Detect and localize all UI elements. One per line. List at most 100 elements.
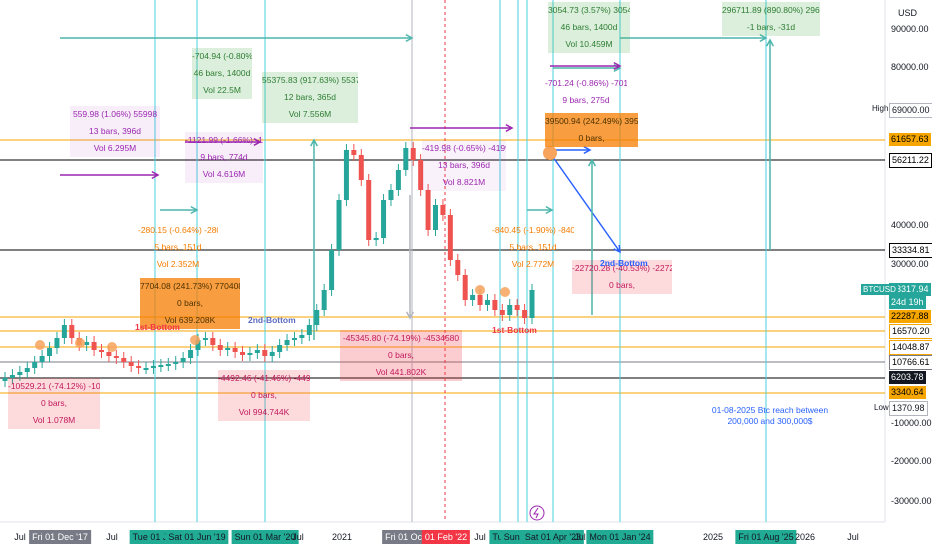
marker-label: 2nd-Bottom (248, 315, 296, 325)
candle (247, 353, 253, 355)
measure-text: 5 bars, 151d (154, 242, 202, 252)
candle (269, 352, 275, 356)
measure-text: 46 bars, 1400d (560, 22, 618, 32)
measure-box: -701.24 (-0.86%) -70124 9 bars, 275d (545, 75, 627, 109)
measure-text: -1 bars, -31d (746, 22, 796, 32)
time-label: Jul (847, 532, 859, 542)
time-label: 01 Feb '22 (421, 530, 471, 544)
candle (440, 205, 446, 215)
time-label: Jul (106, 532, 118, 542)
candle (202, 338, 208, 340)
candle (98, 350, 104, 352)
candle (69, 325, 75, 338)
measure-text: -280.15 (-0.64%) -28015 (138, 225, 218, 235)
event-icon-bolt (533, 507, 539, 519)
candle (484, 300, 490, 305)
measure-text: Vol 8.821M (442, 177, 486, 187)
candle (336, 200, 342, 250)
price-label: -10000.00 (891, 418, 932, 428)
price-label: 30000.00 (891, 259, 929, 269)
candle (455, 260, 461, 275)
arrow-head (151, 170, 160, 180)
arrow-head (583, 145, 592, 155)
price-label: 23317.94 (889, 283, 931, 296)
candle (39, 356, 45, 362)
point-marker (500, 287, 510, 297)
arrow-head (545, 205, 554, 215)
candle (32, 362, 38, 368)
price-label: 6203.78 (889, 371, 926, 384)
measure-text: -10529.21 (-74.12%) -1052921 (8, 381, 100, 391)
measure-text: Vol 2.352M (156, 259, 200, 269)
time-label: Jul (474, 532, 486, 542)
measure-box: 39500.94 (242.49%) 3950094 0 bars, (545, 113, 638, 147)
measure-text: 5 bars, 151d (509, 242, 557, 252)
price-label: -30000.00 (891, 496, 932, 506)
measure-text: 0 bars, (41, 398, 67, 408)
candle (225, 348, 231, 350)
measure-text: 0 bars, (177, 298, 203, 308)
price-label: -20000.00 (891, 456, 932, 466)
point-marker (35, 340, 45, 350)
candle (9, 375, 15, 378)
price-label: 69000.00 (889, 103, 932, 118)
candle (314, 310, 320, 325)
arrow-head (405, 311, 415, 320)
arrow-line (547, 149, 621, 253)
candle (254, 350, 260, 353)
measure-text: 0 bars, (578, 133, 605, 143)
candle (343, 150, 349, 200)
measure-text: 13 bars, 396d (438, 160, 490, 170)
measure-text: 01-08-2025 Btc reach between (711, 405, 829, 415)
candle (262, 350, 268, 356)
time-label: Jul (574, 532, 586, 542)
candle (522, 310, 528, 318)
measure-text: -701.24 (-0.86%) -70124 (545, 78, 627, 88)
candle (514, 305, 520, 310)
candle (306, 325, 312, 335)
arrow-head (505, 123, 514, 133)
measure-box: -45345.80 (-74.19%) -4534580 0 bars, Vol 4… (340, 330, 462, 381)
time-label: 2021 (331, 532, 353, 542)
candle (329, 250, 335, 290)
candle (165, 364, 171, 366)
candle (2, 378, 8, 381)
measure-text: 296711.89 (890.80%) 29671189 (722, 5, 820, 15)
measure-text: 55375.83 (917.63%) 5537583 (262, 75, 358, 85)
marker-label: 2nd-Bottom (600, 258, 648, 268)
measure-text: -704.94 (-0.80%) -70494 (192, 51, 252, 61)
measure-text: 9 bars, 275d (562, 95, 610, 105)
marker-label: 1st-Bottom (492, 325, 537, 335)
candle (366, 180, 372, 240)
measure-text: 9 bars, 774d (200, 152, 248, 162)
candle (128, 362, 134, 366)
candle (17, 372, 23, 375)
measure-text: Vol 1.078M (32, 415, 76, 425)
candle (188, 350, 194, 358)
measure-box: -840.45 (-1.90%) -84045 5 bars, 151d Vol 2… (492, 222, 574, 273)
candle (388, 190, 394, 200)
measure-box: -280.15 (-0.64%) -28015 5 bars, 151d Vol 2… (138, 222, 218, 273)
measure-box: 3054.73 (3.57%) 305473 46 bars, 1400d Vol … (548, 2, 630, 53)
measure-box: -704.94 (-0.80%) -70494 46 bars, 1400d Vol… (192, 48, 252, 99)
candle (240, 352, 246, 355)
measure-box: -22720.28 (-40.53%) -2272026 0 bars, (572, 260, 672, 294)
measure-text: Vol 994.744K (238, 407, 290, 417)
time-label: Sat 01 Apr '23 (521, 530, 585, 544)
arrow-head (613, 61, 622, 71)
price-label: 16570.20 (889, 324, 932, 339)
price-label: 33334.81 (889, 243, 932, 258)
measure-text: -45345.80 (-74.19%) -4534580 (342, 333, 460, 343)
event-icon[interactable] (529, 505, 545, 521)
measure-box: 01-08-2025 Btc reach between 200,000 and … (690, 405, 850, 427)
candle (410, 148, 416, 160)
candle (492, 300, 498, 310)
measure-box: -4492.46 (-41.46%) -449246 0 bars, Vol 994… (218, 370, 310, 421)
measure-text: Vol 7.556M (288, 109, 332, 119)
candle (106, 352, 112, 356)
arrow-head (405, 33, 414, 43)
candle (47, 348, 53, 356)
price-label: 56211.22 (889, 153, 932, 168)
